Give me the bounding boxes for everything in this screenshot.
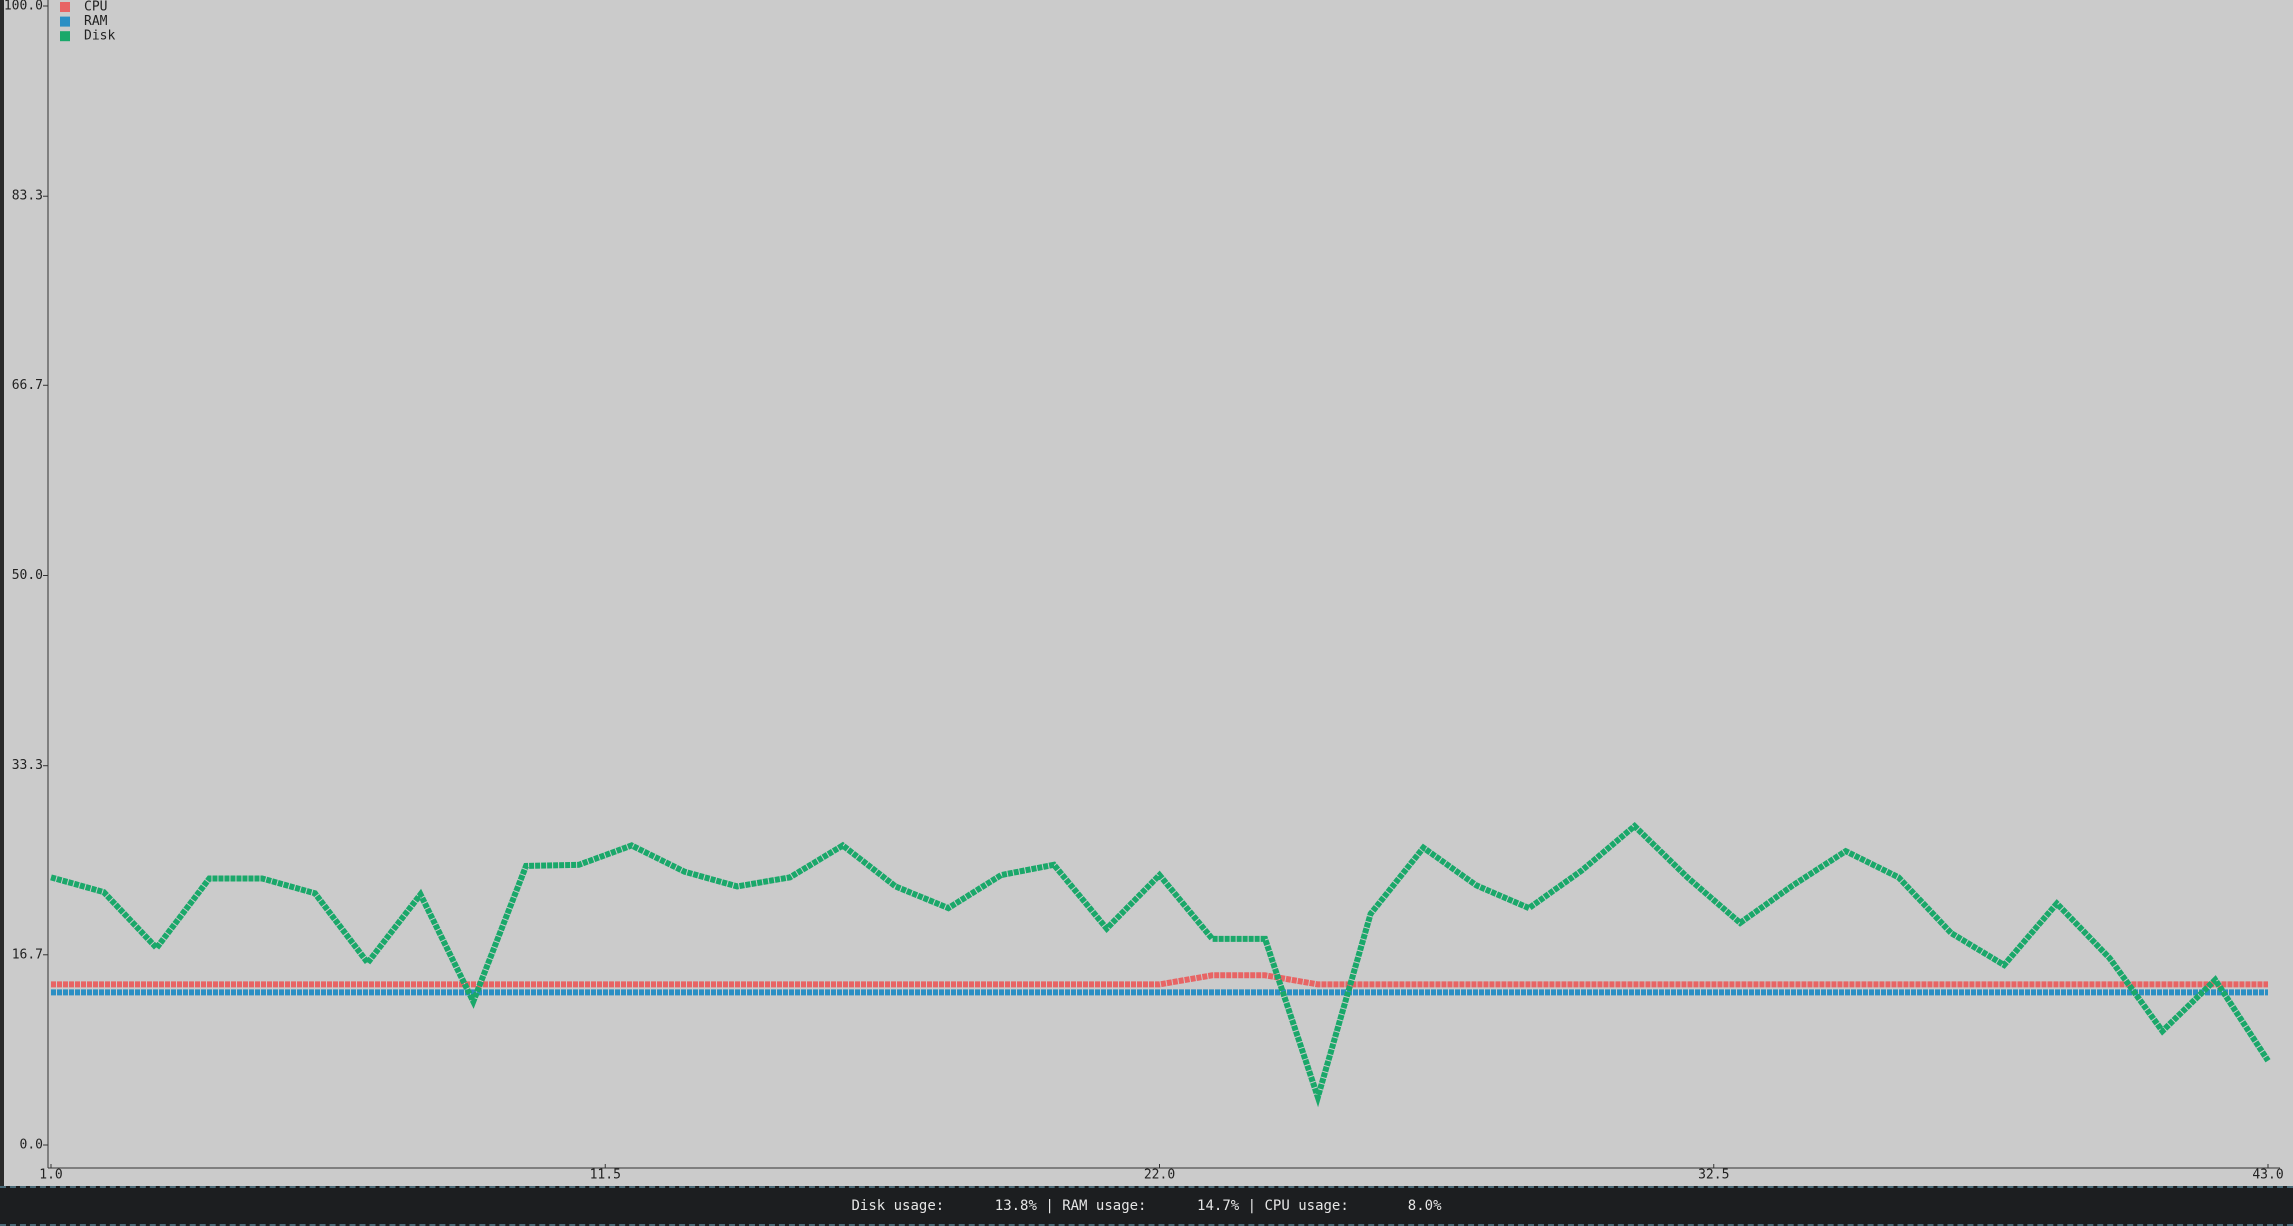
left-border xyxy=(0,0,4,1186)
y-tick-label: 83.3 xyxy=(12,189,43,204)
chart: 0.0 16.7 33.3 50.0 66.7 83.3 100.0 1.0 11.5 22.0 3… xyxy=(0,0,2284,1186)
legend-label: Disk xyxy=(84,29,115,44)
y-tick-label: 100.0 xyxy=(4,0,43,14)
x-tick-label: 43.0 xyxy=(2252,1168,2283,1183)
x-tick-label: 32.5 xyxy=(1698,1168,1729,1183)
legend-marker xyxy=(60,2,70,12)
legend-label: RAM xyxy=(84,14,108,29)
x-tick-label: 11.5 xyxy=(590,1168,621,1183)
series-line xyxy=(50,822,2271,1108)
y-tick-label: 33.3 xyxy=(12,758,43,773)
status-bar: Disk usage: 13.8% | RAM usage: 14.7% | C… xyxy=(0,1186,2293,1226)
y-tick-label: 0.0 xyxy=(20,1138,43,1153)
legend-marker xyxy=(60,31,70,42)
y-tick-label: 16.7 xyxy=(12,947,43,962)
legend-label: CPU xyxy=(84,0,107,15)
y-tick-label: 66.7 xyxy=(12,378,43,393)
y-tick-label: 50.0 xyxy=(12,568,43,583)
x-tick-label: 22.0 xyxy=(1144,1168,1175,1183)
legend-marker xyxy=(60,16,70,27)
x-tick-label: 1.0 xyxy=(39,1168,62,1183)
series-line xyxy=(51,972,2268,988)
